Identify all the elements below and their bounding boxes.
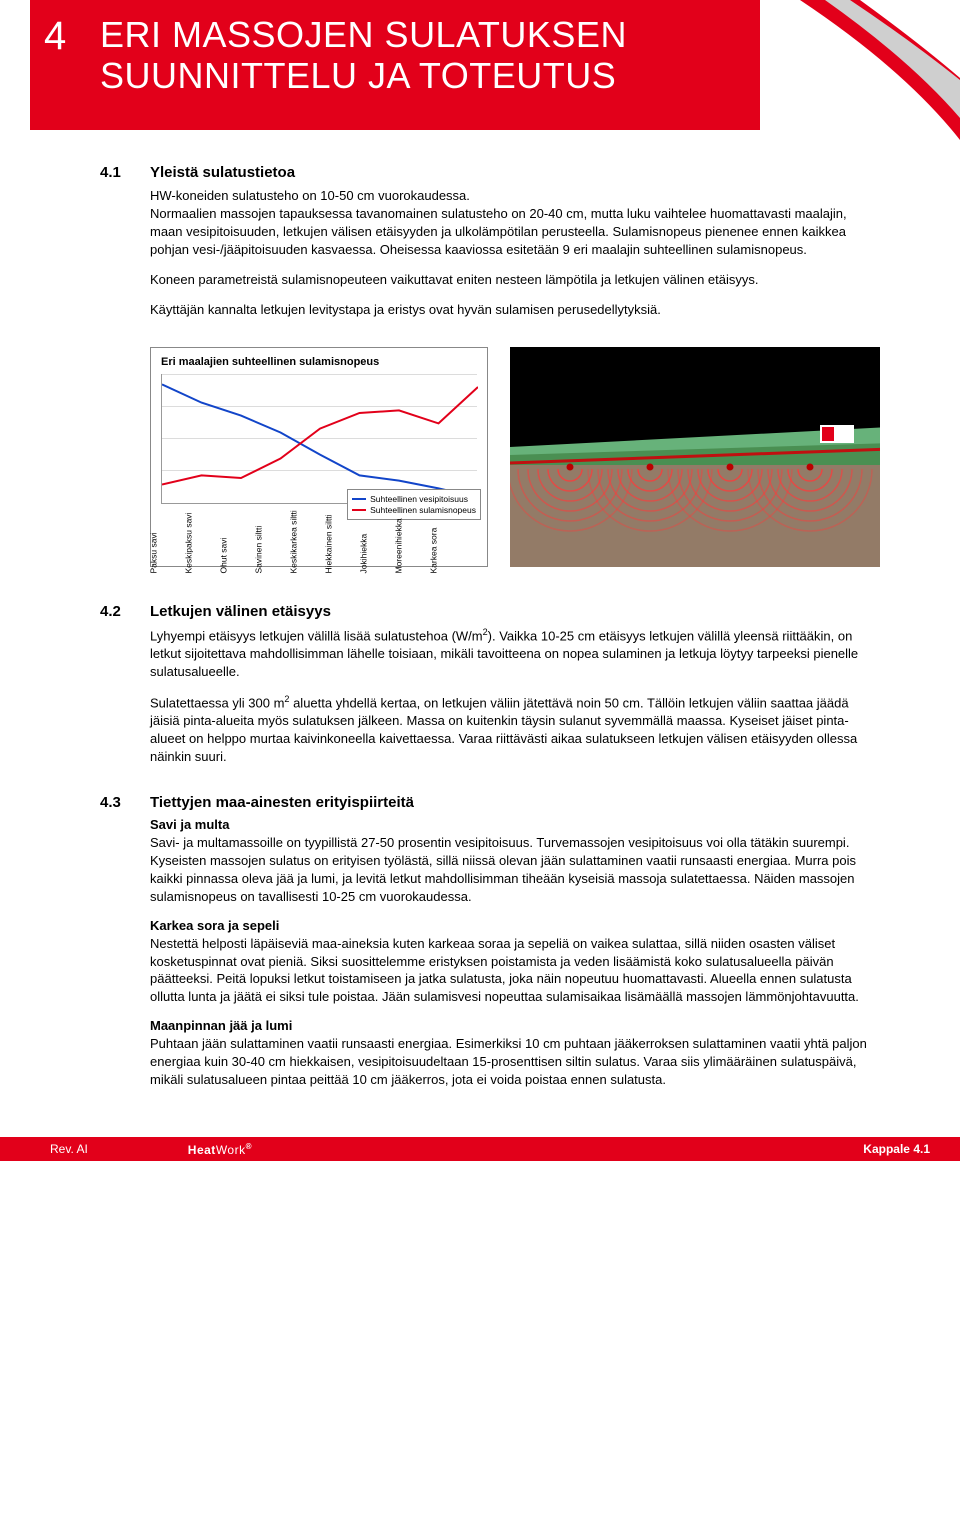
- x-axis-label: Ohut savi: [219, 538, 259, 573]
- subsection-title: Savi ja multa: [150, 817, 880, 832]
- paragraph: Sulatettaessa yli 300 m2 aluetta yhdellä…: [150, 693, 880, 766]
- section-heading: 4.1 Yleistä sulatustietoa: [100, 164, 880, 181]
- footer-brand: HeatWork®: [88, 1142, 864, 1157]
- brand-work: Work: [216, 1143, 246, 1157]
- chapter-title: ERI MASSOJEN SULATUKSEN SUUNNITTELU JA T…: [100, 14, 627, 97]
- section-number: 4.2: [100, 603, 132, 620]
- brand-heat: Heat: [188, 1143, 216, 1157]
- page-header: 4 ERI MASSOJEN SULATUKSEN SUUNNITTELU JA…: [0, 0, 960, 140]
- section-title: Tiettyjen maa-ainesten erityispiirteitä: [150, 794, 414, 811]
- section-number: 4.3: [100, 794, 132, 811]
- paragraph: Nestettä helposti läpäiseviä maa-aineksi…: [150, 935, 880, 1007]
- footer-page: Kappale 4.1: [863, 1142, 930, 1156]
- x-axis-label: Moreenihiekka: [394, 538, 434, 573]
- x-axis-label: Savinen siltti: [254, 538, 294, 573]
- legend-label: Suhteellinen vesipitoisuus: [370, 494, 468, 504]
- legend-item: Suhteellinen sulamisnopeus: [352, 505, 476, 515]
- paragraph: Käyttäjän kannalta letkujen levitystapa …: [150, 301, 880, 319]
- subsection-title: Karkea sora ja sepeli: [150, 918, 880, 933]
- subsection-title: Maanpinnan jää ja lumi: [150, 1018, 880, 1033]
- legend-item: Suhteellinen vesipitoisuus: [352, 494, 476, 504]
- section-title: Yleistä sulatustietoa: [150, 164, 295, 181]
- section-heading: 4.2 Letkujen välinen etäisyys: [100, 603, 880, 620]
- chapter-title-line1: ERI MASSOJEN SULATUKSEN: [100, 14, 627, 55]
- first-line: HW-koneiden sulatusteho on 10-50 cm vuor…: [150, 188, 470, 203]
- paragraph: HW-koneiden sulatusteho on 10-50 cm vuor…: [150, 187, 880, 259]
- page-content: 4.1 Yleistä sulatustietoa HW-koneiden su…: [0, 140, 960, 1137]
- chart-lines: [162, 374, 478, 504]
- section-heading: 4.3 Tiettyjen maa-ainesten erityispiirte…: [100, 794, 880, 811]
- chapter-title-line2: SUUNNITTELU JA TOTEUTUS: [100, 55, 616, 96]
- section-number: 4.1: [100, 164, 132, 181]
- x-axis-label: Karkea sora: [429, 538, 469, 573]
- page-footer: Rev. AI HeatWork® Kappale 4.1: [0, 1137, 960, 1161]
- x-axis-label: Keskipaksu savi: [184, 538, 224, 573]
- chart-legend: Suhteellinen vesipitoisuus Suhteellinen …: [347, 489, 481, 520]
- brand-reg: ®: [246, 1142, 252, 1151]
- section-4-1: 4.1 Yleistä sulatustietoa HW-koneiden su…: [100, 164, 880, 319]
- paragraph-text: Lyhyempi etäisyys letkujen välillä lisää…: [150, 628, 483, 643]
- chapter-number: 4: [44, 14, 66, 59]
- line-chart: Eri maalajien suhteellinen sulamisnopeus…: [150, 347, 488, 567]
- section-title: Letkujen välinen etäisyys: [150, 603, 331, 620]
- paragraph-text: Sulatettaessa yli 300 m: [150, 695, 284, 710]
- paragraph: Puhtaan jään sulattaminen vaatii runsaas…: [150, 1035, 880, 1089]
- section-4-3: 4.3 Tiettyjen maa-ainesten erityispiirte…: [100, 794, 880, 1089]
- chart-title: Eri maalajien suhteellinen sulamisnopeus: [161, 356, 477, 368]
- x-axis-label: Hiekkainen siltti: [324, 538, 364, 573]
- paragraph: Savi- ja multamassoille on tyypillistä 2…: [150, 834, 880, 906]
- paragraph: Lyhyempi etäisyys letkujen välillä lisää…: [150, 626, 880, 681]
- cross-section-illustration: [510, 347, 880, 567]
- header-swoosh: [790, 0, 960, 140]
- x-axis-label: Keskikarkea siltti: [289, 538, 329, 573]
- paragraph: Koneen parametreistä sulamisnopeuteen va…: [150, 271, 880, 289]
- figure-row: Eri maalajien suhteellinen sulamisnopeus…: [150, 347, 880, 567]
- footer-revision: Rev. AI: [30, 1142, 88, 1156]
- x-axis-label: Paksu savi: [149, 538, 189, 573]
- legend-label: Suhteellinen sulamisnopeus: [370, 505, 476, 515]
- x-axis-label: Jokihiekka: [359, 538, 399, 573]
- chart-plot-area: [161, 374, 477, 504]
- paragraph-text: Normaalien massojen tapauksessa tavanoma…: [150, 206, 847, 257]
- chart-x-axis-labels: Paksu saviKeskipaksu saviOhut saviSavine…: [151, 522, 471, 562]
- section-4-2: 4.2 Letkujen välinen etäisyys Lyhyempi e…: [100, 603, 880, 766]
